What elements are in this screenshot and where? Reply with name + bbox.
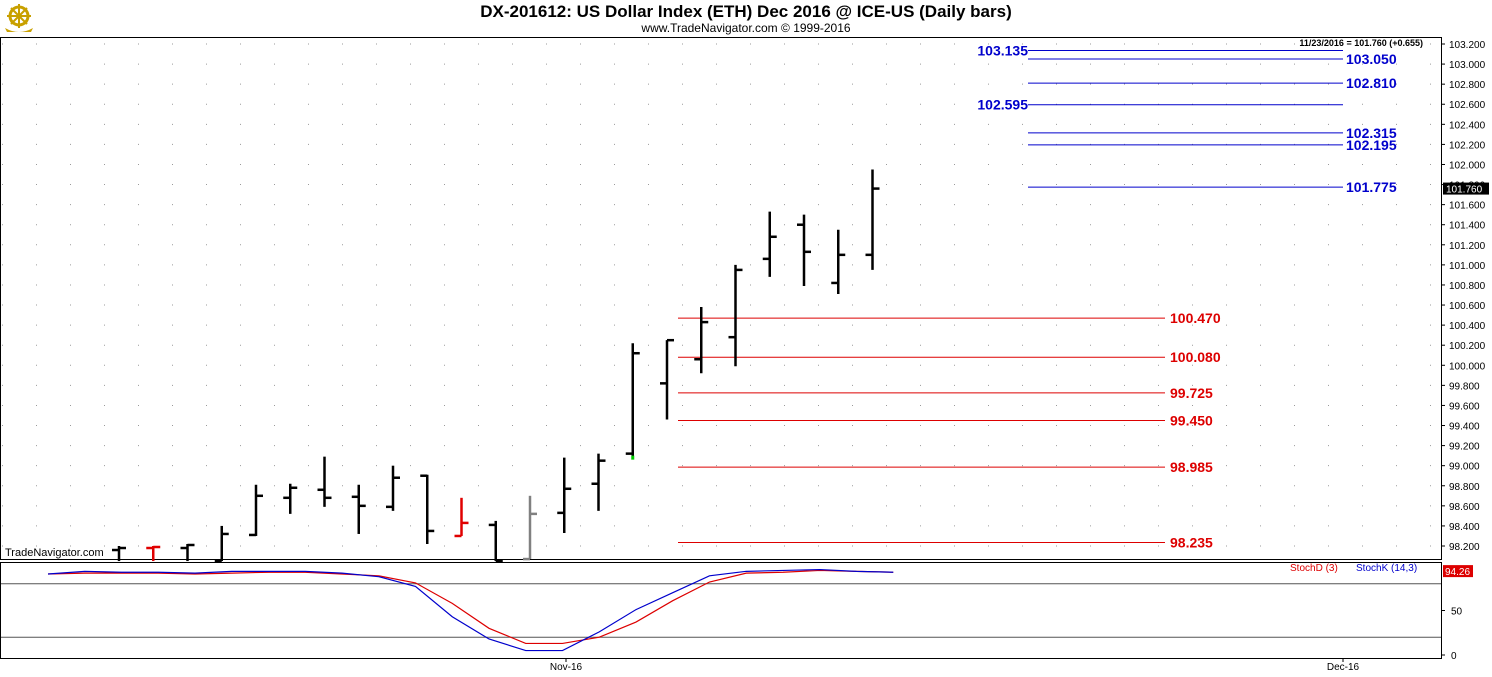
price-tick-label: 101.200 bbox=[1449, 241, 1486, 252]
retracement-label: 99.450 bbox=[1170, 413, 1213, 429]
ohlc-bar bbox=[865, 169, 880, 270]
stochastic-lines: StochD (3) StochK (14,3) bbox=[47, 563, 1417, 652]
ohlc-bar bbox=[488, 520, 503, 563]
price-panel-border bbox=[0, 37, 1442, 560]
price-tick-label: 102.200 bbox=[1449, 140, 1486, 151]
ohlc-bar bbox=[249, 484, 263, 537]
price-tick-label: 102.000 bbox=[1449, 160, 1486, 171]
price-tick-label: 98.600 bbox=[1449, 502, 1480, 513]
retracement-label: 100.080 bbox=[1170, 349, 1221, 365]
chart-title: DX-201612: US Dollar Index (ETH) Dec 201… bbox=[480, 2, 1012, 21]
ohlc-bar bbox=[214, 525, 229, 563]
watermark-label: TradeNavigator.com bbox=[5, 547, 104, 559]
chart-header: DX-201612: US Dollar Index (ETH) Dec 201… bbox=[0, 0, 1492, 38]
price-tick-label: 98.800 bbox=[1449, 482, 1480, 493]
price-tick-label: 99.600 bbox=[1449, 401, 1480, 412]
ohlc-bar bbox=[283, 483, 298, 514]
price-tick-label: 102.400 bbox=[1449, 120, 1486, 131]
stochastic-line bbox=[47, 568, 894, 652]
last-info-label: 11/23/2016 = 101.760 (+0.655) bbox=[1299, 38, 1423, 48]
price-tick-label: 100.800 bbox=[1449, 281, 1486, 292]
ohlc-bar bbox=[420, 474, 435, 544]
extension-label: 102.315 bbox=[1346, 125, 1397, 141]
date-tick-label: Dec-16 bbox=[1327, 662, 1360, 673]
stochastic-legend-label: StochK (14,3) bbox=[1356, 563, 1417, 574]
price-tick-label: 98.200 bbox=[1449, 542, 1480, 553]
ohlc-bar bbox=[728, 264, 743, 367]
price-tick-label: 101.400 bbox=[1449, 221, 1486, 232]
stochastic-legend-label: StochD (3) bbox=[1290, 563, 1338, 574]
price-tick-label: 101.600 bbox=[1449, 201, 1486, 212]
ship-wheel-icon bbox=[5, 4, 33, 32]
ohlc-bar bbox=[180, 543, 195, 562]
ohlc-bar bbox=[660, 338, 674, 420]
retracement-label: 100.470 bbox=[1170, 310, 1221, 326]
price-tick-label: 99.800 bbox=[1449, 381, 1480, 392]
price-tick-label: 103.000 bbox=[1449, 60, 1486, 71]
price-tick-label: 100.000 bbox=[1449, 361, 1486, 372]
price-tick-label: 98.400 bbox=[1449, 522, 1480, 533]
price-tick-label: 99.400 bbox=[1449, 422, 1480, 433]
last-price-label: 101.760 bbox=[1446, 185, 1483, 196]
ohlc-bar bbox=[386, 465, 400, 511]
indicator-panel-border bbox=[0, 562, 1442, 659]
ohlc-bar bbox=[351, 484, 366, 534]
indicator-tick-label: 0 bbox=[1451, 651, 1457, 662]
date-tick-label: Nov-16 bbox=[550, 662, 583, 673]
price-tick-label: 99.200 bbox=[1449, 442, 1480, 453]
price-tick-label: 102.600 bbox=[1449, 100, 1486, 111]
price-tick-label: 100.400 bbox=[1449, 321, 1486, 332]
ohlc-bar bbox=[694, 307, 709, 374]
retracement-label: 98.235 bbox=[1170, 534, 1213, 550]
ohlc-bar bbox=[762, 211, 777, 277]
indicator-last-badge bbox=[1443, 565, 1473, 578]
extension-label: 101.775 bbox=[1346, 179, 1397, 195]
retracement-label: 98.985 bbox=[1170, 459, 1213, 475]
last-price-badge bbox=[1443, 182, 1489, 195]
ohlc-bar bbox=[625, 343, 640, 458]
date-axis: Nov-16 Dec-16 bbox=[550, 658, 1360, 673]
extension-label: 102.195 bbox=[1346, 137, 1397, 153]
indicator-grid bbox=[1, 583, 1441, 638]
indicator-last-label: 94.26 bbox=[1445, 567, 1470, 578]
price-tick-label: 101.000 bbox=[1449, 261, 1486, 272]
ohlc-bar bbox=[831, 229, 846, 294]
extension-label: 103.050 bbox=[1346, 51, 1397, 67]
ohlc-bar bbox=[797, 214, 811, 286]
price-grid bbox=[2, 43, 1439, 547]
ohlc-bar bbox=[317, 456, 332, 507]
ohlc-bar bbox=[557, 457, 572, 533]
ohlc-bar bbox=[112, 546, 126, 562]
price-tick-label: 102.800 bbox=[1449, 80, 1486, 91]
ohlc-bar bbox=[146, 545, 161, 562]
price-bars bbox=[112, 169, 880, 563]
stochastic-line bbox=[47, 569, 894, 645]
price-tick-label: 99.000 bbox=[1449, 462, 1480, 473]
retracement-label: 99.725 bbox=[1170, 385, 1213, 401]
extension-label: 102.810 bbox=[1346, 75, 1397, 91]
ohlc-bar bbox=[454, 497, 469, 538]
price-tick-label: 100.200 bbox=[1449, 341, 1486, 352]
extension-label: 102.595 bbox=[977, 97, 1028, 113]
extension-label: 103.135 bbox=[977, 43, 1028, 59]
ohlc-bar bbox=[591, 453, 606, 511]
ohlc-bar bbox=[523, 495, 537, 561]
indicator-axis: 50 0 94.26 bbox=[1441, 565, 1473, 662]
price-axis: 103.200 103.000 102.800 102.600 102.400 102.2… bbox=[1441, 40, 1489, 553]
price-tick-label: 100.600 bbox=[1449, 301, 1486, 312]
fibonacci-levels: 103.135 103.050 102.810 102.595 102.315102.1… bbox=[678, 43, 1397, 550]
signal-marker bbox=[631, 455, 635, 460]
price-tick-label: 103.200 bbox=[1449, 40, 1486, 51]
indicator-tick-label: 50 bbox=[1451, 607, 1463, 618]
chart-subtitle: www.TradeNavigator.com © 1999-2016 bbox=[641, 21, 851, 35]
